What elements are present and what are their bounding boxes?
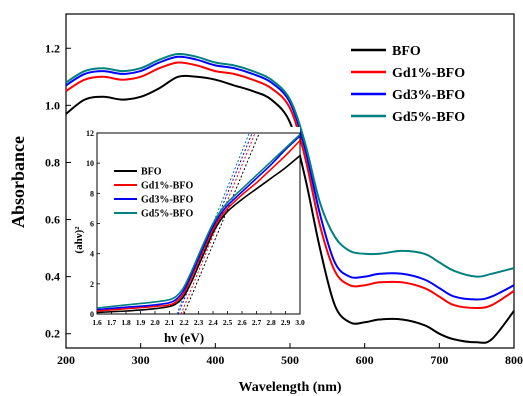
main-ticks: 200 300 400 500 600 700 800 0.2 0.4 0.6 0.8 1.0 1.2	[45, 41, 523, 367]
inset-x-tick-label: 1.6	[92, 318, 102, 327]
inset-x-tick-label: 2.0	[150, 318, 160, 327]
inset-legend-label: Gd3%-BFO	[141, 195, 193, 206]
inset-x-tick-label: 1.9	[136, 318, 146, 327]
main-legend-label: Gd5%-BFO	[392, 110, 465, 125]
main-legend: BFO Gd1%-BFO Gd3%-BFO Gd5%-BFO	[351, 44, 465, 125]
inset-x-tick-label: 3.0	[295, 318, 305, 327]
main-x-tick-label: 800	[505, 353, 523, 367]
inset-x-tick-label: 2.5	[223, 318, 233, 327]
inset-plot: 1.6 1.7 1.8 1.9 2.0 2.1 2.2 2.3 2.4 2.5 2.6 2.7 2.8 2…	[73, 127, 305, 345]
main-legend-label: BFO	[392, 44, 421, 59]
inset-y-tick-label: 6	[90, 220, 94, 229]
inset-legend-label: Gd1%-BFO	[141, 181, 193, 192]
inset-series-line-bfo	[97, 154, 300, 314]
inset-legend-label: Gd5%-BFO	[141, 209, 193, 220]
inset-x-tick-label: 2.3	[194, 318, 204, 327]
inset-x-tick-label: 2.4	[208, 318, 218, 327]
main-y-tick-label: 1.2	[45, 41, 60, 55]
main-y-tick-label: 0.4	[45, 270, 60, 284]
inset-x-tick-label: 2.7	[252, 318, 262, 327]
main-legend-label: Gd3%-BFO	[392, 88, 465, 103]
main-x-tick-label: 400	[206, 353, 224, 367]
inset-x-tick-label: 2.9	[281, 318, 291, 327]
main-legend-label: Gd1%-BFO	[392, 66, 465, 81]
inset-legend-label: BFO	[141, 167, 162, 178]
inset-x-tick-label: 2.8	[266, 318, 276, 327]
inset-series	[97, 133, 300, 314]
main-x-tick-label: 600	[356, 353, 374, 367]
main-x-tick-label: 700	[430, 353, 448, 367]
inset-y-tick-label: 10	[86, 159, 94, 168]
main-series-line-gd3-bfo	[65, 55, 515, 301]
main-y-tick-label: 1.0	[45, 98, 60, 112]
inset-plot-background	[86, 127, 300, 317]
main-series-line-gd5-bfo	[65, 52, 515, 278]
main-y-tick-label: 0.2	[45, 327, 60, 341]
inset-x-tick-label: 2.2	[179, 318, 189, 327]
inset-x-tick-label: 2.1	[165, 318, 175, 327]
inset-y-tick-label: 0	[90, 310, 94, 319]
inset-y-tick-label: 8	[90, 189, 94, 198]
inset-series-line-gd5-bfo	[97, 133, 300, 309]
main-y-axis-label: Absorbance	[8, 136, 28, 228]
inset-y-tick-label: 12	[86, 129, 94, 138]
main-x-tick-label: 200	[57, 353, 75, 367]
inset-y-tick-label: 4	[90, 250, 94, 259]
main-x-axis-label: Wavelength (nm)	[238, 380, 341, 395]
inset-x-tick-label: 1.7	[107, 318, 117, 327]
main-x-tick-label: 300	[132, 353, 150, 367]
main-y-tick-label: 0.6	[45, 213, 60, 227]
inset-x-axis-label: hν (eV)	[164, 330, 204, 345]
main-x-tick-label: 500	[281, 353, 299, 367]
inset-tangent-line	[183, 133, 260, 314]
inset-legend: BFO Gd1%-BFO Gd3%-BFO Gd5%-BFO	[114, 167, 193, 220]
inset-y-axis-label: (ahν)²	[73, 226, 85, 254]
inset-series-line-gd1-bfo	[97, 139, 300, 312]
inset-ticks: 1.6 1.7 1.8 1.9 2.0 2.1 2.2 2.3 2.4 2.5 2.6 2.7 2.8 2…	[86, 129, 305, 327]
inset-x-tick-label: 2.6	[237, 318, 247, 327]
inset-series-line-gd3-bfo	[97, 135, 300, 311]
inset-x-tick-label: 1.8	[121, 318, 131, 327]
inset-y-tick-label: 2	[90, 280, 94, 289]
main-y-tick-label: 0.8	[45, 155, 60, 169]
